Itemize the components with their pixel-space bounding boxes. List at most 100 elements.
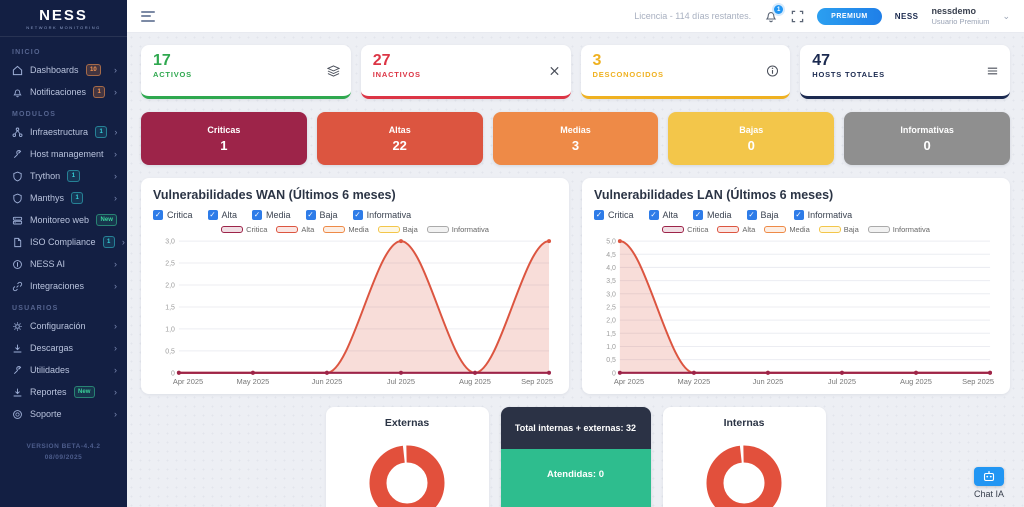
svg-text:2,5: 2,5 bbox=[165, 261, 175, 268]
svg-text:1,0: 1,0 bbox=[165, 326, 175, 333]
lan-filter-critica[interactable]: ✓ Critica bbox=[594, 210, 634, 220]
support-icon bbox=[12, 409, 23, 420]
sidebar-item-notificaciones[interactable]: Notificaciones 1 › bbox=[0, 81, 127, 103]
sidebar-item-configuracion[interactable]: Configuración › bbox=[0, 315, 127, 337]
legend-swatch bbox=[377, 226, 400, 233]
wan-filter-alta[interactable]: ✓ Alta bbox=[207, 210, 237, 220]
lan-filter-informativa[interactable]: ✓ Informativa bbox=[793, 210, 852, 220]
checkbox-checked-icon[interactable]: ✓ bbox=[252, 210, 263, 220]
notifications-button[interactable]: 1 bbox=[764, 5, 784, 23]
checkbox-checked-icon[interactable]: ✓ bbox=[793, 210, 804, 220]
checkbox-checked-icon[interactable]: ✓ bbox=[648, 210, 659, 220]
svg-text:0,5: 0,5 bbox=[606, 357, 616, 364]
svg-text:Sep 2025: Sep 2025 bbox=[521, 377, 553, 386]
checkbox-checked-icon[interactable]: ✓ bbox=[693, 210, 704, 220]
severity-row: Criticas 1 Altas 22 Medias 3 Bajas 0 Inf… bbox=[141, 112, 1010, 165]
stat-card-inactivos[interactable]: 27 INACTIVOS bbox=[360, 45, 571, 99]
settings-icon bbox=[12, 321, 23, 332]
checkbox-checked-icon[interactable]: ✓ bbox=[153, 210, 163, 220]
legend-item-baja[interactable]: Baja bbox=[818, 225, 859, 234]
chevron-right-icon: › bbox=[121, 237, 125, 247]
chat-widget: Chat IA bbox=[973, 467, 1004, 499]
wan-legend: Critica Alta Media Baja Informativa bbox=[153, 225, 557, 234]
wan-chart-card: Vulnerabilidades WAN (Últimos 6 meses) ✓… bbox=[141, 178, 569, 394]
wan-filter-baja[interactable]: ✓ Baja bbox=[305, 210, 338, 220]
lan-filter-alta[interactable]: ✓ Alta bbox=[648, 210, 678, 220]
version-number: VERSION BETA-4.4.2 bbox=[26, 443, 101, 450]
lan-filter-baja[interactable]: ✓ Baja bbox=[746, 210, 779, 220]
desconocidos-label: DESCONOCIDOS bbox=[592, 70, 664, 80]
sidebar-item-iso-compliance[interactable]: ISO Compliance 1 › bbox=[0, 231, 127, 253]
legend-swatch bbox=[867, 226, 890, 233]
sidebar-item-soporte[interactable]: Soporte › bbox=[0, 403, 127, 425]
reportes-badge: New bbox=[73, 385, 95, 399]
sidebar-item-monitoreo-web[interactable]: Monitoreo web New bbox=[0, 209, 127, 231]
stat-card-hosts-totales[interactable]: 47 HOSTS TOTALES bbox=[800, 45, 1010, 99]
checkbox-checked-icon[interactable]: ✓ bbox=[746, 210, 757, 220]
stat-card-activos[interactable]: 17 ACTIVOS bbox=[141, 45, 351, 99]
severity-card-informativas[interactable]: Informativas 0 bbox=[844, 112, 1010, 165]
lan-filter-media[interactable]: ✓ Media bbox=[693, 210, 732, 220]
chat-label: Chat IA bbox=[973, 489, 1004, 499]
sidebar-item-host-management[interactable]: Host management › bbox=[0, 143, 127, 165]
chevron-right-icon: › bbox=[114, 193, 117, 203]
chat-button[interactable] bbox=[973, 467, 1004, 486]
severity-card-altas[interactable]: Altas 22 bbox=[316, 112, 483, 165]
legend-item-media[interactable]: Media bbox=[323, 225, 369, 234]
wan-filter-media[interactable]: ✓ Media bbox=[252, 210, 291, 220]
user-menu[interactable]: nessdemo Usuario Premium bbox=[932, 6, 990, 27]
info-icon bbox=[766, 64, 779, 77]
section-label-usuarios: USUARIOS bbox=[12, 305, 59, 312]
severity-card-medias[interactable]: Medias 3 bbox=[492, 112, 659, 165]
chevron-right-icon: › bbox=[114, 365, 117, 375]
wan-filter-critica[interactable]: ✓ Critica bbox=[153, 210, 193, 220]
stat-card-desconocidos[interactable]: 3 DESCONOCIDOS bbox=[580, 45, 791, 99]
app-logo[interactable]: NESS NETWORK MONITORING bbox=[0, 0, 127, 37]
legend-swatch bbox=[426, 226, 449, 233]
internas-title: Internas bbox=[723, 417, 765, 429]
legend-item-critica[interactable]: Critica bbox=[662, 225, 708, 234]
legend-item-critica[interactable]: Critica bbox=[221, 225, 267, 234]
sidebar-item-reportes[interactable]: Reportes New › bbox=[0, 381, 127, 403]
sidebar-item-utilidades[interactable]: Utilidades › bbox=[0, 359, 127, 381]
wan-chart-title: Vulnerabilidades WAN (Últimos 6 meses) bbox=[153, 188, 396, 202]
shield-icon bbox=[12, 171, 23, 182]
menu-toggle-icon[interactable] bbox=[141, 8, 155, 24]
legend-item-alta[interactable]: Alta bbox=[717, 225, 755, 234]
sidebar-item-integraciones[interactable]: Integraciones › bbox=[0, 275, 127, 297]
legend-item-alta[interactable]: Alta bbox=[276, 225, 314, 234]
legend-item-informativa[interactable]: Informativa bbox=[426, 225, 489, 234]
severity-card-criticas[interactable]: Criticas 1 bbox=[141, 112, 307, 165]
sidebar-item-descargas[interactable]: Descargas › bbox=[0, 337, 127, 359]
premium-button[interactable]: PREMIUM bbox=[817, 7, 882, 25]
svg-text:Jul 2025: Jul 2025 bbox=[828, 377, 856, 386]
lan-filter-row: ✓ Critica ✓ Alta ✓ Media ✓ Baja ✓ Informativa bbox=[594, 210, 998, 220]
legend-label: Critica bbox=[687, 225, 709, 234]
checkbox-checked-icon[interactable]: ✓ bbox=[305, 210, 316, 220]
legend-item-media[interactable]: Media bbox=[764, 225, 810, 234]
shield-icon bbox=[12, 193, 23, 204]
wan-filter-informativa[interactable]: ✓ Informativa bbox=[352, 210, 411, 220]
sidebar-item-infraestructura[interactable]: Infraestructura 1 › bbox=[0, 121, 127, 143]
legend-item-baja[interactable]: Baja bbox=[377, 225, 418, 234]
username: nessdemo bbox=[931, 5, 977, 16]
legend-item-informativa[interactable]: Informativa bbox=[867, 225, 930, 234]
legend-swatch bbox=[221, 226, 244, 233]
checkbox-checked-icon[interactable]: ✓ bbox=[207, 210, 218, 220]
sidebar-item-ness-ai[interactable]: NESS AI › bbox=[0, 253, 127, 275]
chevron-down-icon[interactable]: ⌄ bbox=[1002, 10, 1010, 21]
checkbox-checked-icon[interactable]: ✓ bbox=[352, 210, 363, 220]
desconocidos-value: 3 bbox=[592, 52, 602, 69]
sidebar-item-manthys[interactable]: Manthys 1 › bbox=[0, 187, 127, 209]
filter-label: Critica bbox=[167, 210, 193, 220]
bajas-value: 0 bbox=[747, 137, 755, 153]
fullscreen-button[interactable] bbox=[791, 10, 804, 23]
externas-title: Externas bbox=[384, 417, 430, 429]
checkbox-checked-icon[interactable]: ✓ bbox=[594, 210, 604, 220]
filter-label: Media bbox=[266, 210, 291, 220]
ai-icon bbox=[12, 259, 23, 270]
severity-card-bajas[interactable]: Bajas 0 bbox=[668, 112, 835, 165]
sidebar-item-trython[interactable]: Trython 1 › bbox=[0, 165, 127, 187]
sidebar-item-dashboards[interactable]: Dashboards 10 › bbox=[0, 59, 127, 81]
